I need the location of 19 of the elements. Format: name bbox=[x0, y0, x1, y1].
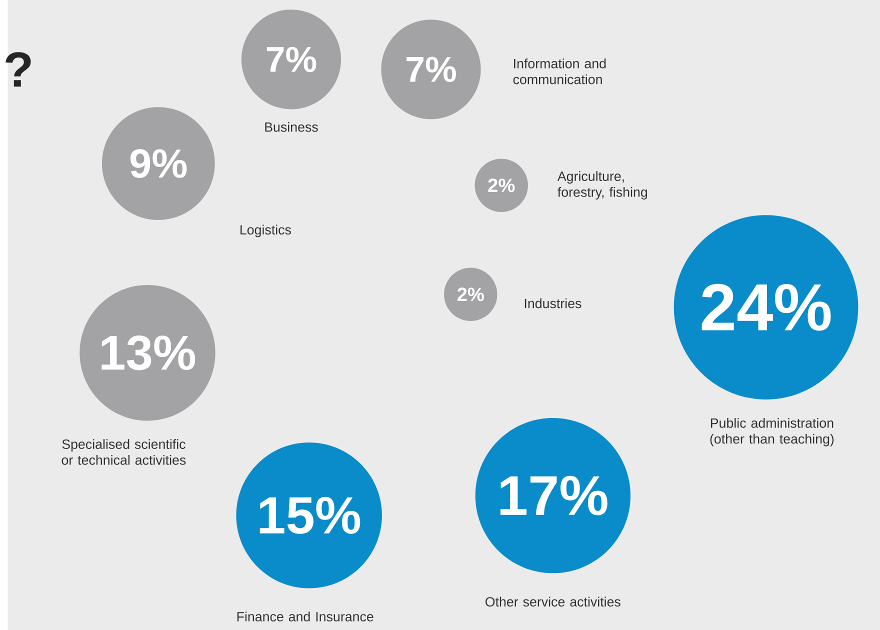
category-label: Industries bbox=[524, 298, 582, 308]
data-label: 7% bbox=[266, 46, 316, 72]
category-label: Public administration (other than teaching) bbox=[710, 418, 834, 446]
category-label: Business bbox=[265, 122, 318, 132]
data-label: 24% bbox=[702, 284, 831, 331]
data-label: 2% bbox=[488, 178, 515, 192]
text: ? bbox=[6, 52, 31, 86]
category-label: Specialised scientific or technical activities bbox=[62, 438, 186, 465]
category-label: Logistics bbox=[240, 224, 291, 237]
data-label: 2% bbox=[457, 287, 484, 301]
category-label: Agriculture, forestry, fishing bbox=[557, 170, 648, 200]
data-label: 15% bbox=[260, 496, 360, 534]
data-label: 13% bbox=[102, 335, 196, 370]
data-label: 17% bbox=[500, 476, 608, 516]
category-label: Finance and Insurance bbox=[237, 611, 374, 622]
data-label: 9% bbox=[130, 148, 187, 178]
data-label: 7% bbox=[406, 56, 456, 82]
category-label: Other service activities bbox=[486, 596, 620, 606]
category-label: Information and communication bbox=[513, 58, 606, 84]
